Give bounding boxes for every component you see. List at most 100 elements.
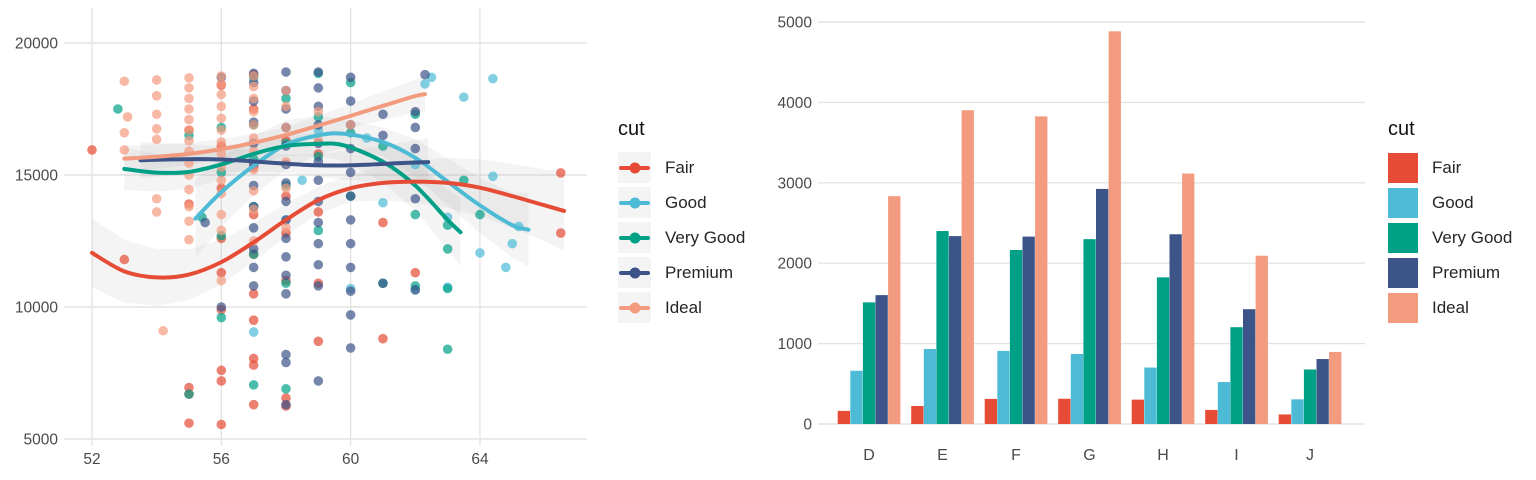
legend-key-swatch-icon	[1388, 257, 1418, 288]
data-point	[248, 106, 259, 117]
data-point	[184, 135, 194, 146]
bar-I-fair	[1205, 409, 1218, 424]
data-point	[248, 81, 259, 92]
data-point	[119, 127, 130, 138]
data-point	[248, 380, 259, 390]
data-point	[378, 217, 388, 228]
bar-F-ideal	[1035, 116, 1048, 425]
data-point	[345, 262, 356, 273]
legend-item-label: Very Good	[1432, 227, 1513, 247]
data-point	[184, 114, 194, 125]
data-point	[184, 93, 194, 104]
data-point	[216, 302, 227, 312]
data-point	[216, 137, 227, 147]
bar-H-good	[1144, 367, 1157, 424]
legend-key-swatch-icon	[1388, 187, 1418, 218]
data-point	[216, 275, 227, 286]
data-point	[151, 109, 162, 120]
bar-group-I	[1205, 255, 1268, 424]
data-point	[281, 349, 291, 360]
legend-item-ideal: Ideal	[618, 290, 745, 325]
data-point	[345, 120, 356, 130]
data-point	[216, 89, 227, 100]
bar-H-premium	[1169, 234, 1182, 424]
data-point	[442, 283, 453, 294]
bar-chart: 0 1000 2000 3000 4000 5000 D E F G H I J	[778, 15, 1365, 464]
data-point	[345, 286, 356, 296]
legend-item-fair: Fair	[1388, 150, 1512, 185]
data-point	[184, 201, 194, 212]
legend-key-line-icon	[618, 257, 651, 288]
data-point	[151, 91, 162, 101]
data-point	[151, 134, 162, 145]
data-point	[248, 120, 259, 130]
data-point	[216, 312, 227, 323]
data-point	[313, 83, 324, 93]
bar-group-F	[984, 116, 1048, 425]
data-point	[345, 191, 356, 201]
smooth-line-very-good	[122, 141, 463, 235]
data-point	[410, 122, 421, 133]
data-point	[378, 109, 388, 120]
legend-item-premium: Premium	[1388, 255, 1512, 290]
x-tick-label: 60	[342, 451, 360, 468]
data-point	[87, 145, 97, 155]
data-point	[313, 281, 324, 291]
legend-item-premium: Premium	[618, 255, 745, 290]
data-point	[151, 124, 162, 134]
bar-E-fair	[911, 405, 924, 424]
legend-item-label: Fair	[665, 157, 695, 177]
data-point	[281, 384, 291, 394]
bar-G-fair	[1058, 398, 1071, 424]
data-point	[119, 145, 130, 155]
bar-F-good	[997, 350, 1010, 424]
data-point	[248, 204, 259, 215]
data-point	[313, 207, 324, 217]
bar-G-good	[1070, 353, 1084, 424]
bar-E-good	[923, 348, 937, 424]
data-point	[119, 254, 130, 265]
data-point	[248, 353, 259, 364]
data-point	[184, 234, 194, 245]
data-point	[184, 184, 194, 195]
x-tick-label: 64	[471, 451, 489, 468]
data-point	[281, 67, 291, 77]
data-point	[442, 344, 453, 355]
data-point	[248, 399, 259, 410]
x-tick-label: J	[1306, 447, 1314, 464]
legend-item-label: Fair	[1432, 157, 1462, 177]
data-point	[281, 278, 291, 289]
bar-G-very-good	[1083, 239, 1096, 424]
data-point	[555, 228, 566, 238]
x-tick-label: G	[1083, 447, 1095, 464]
data-point	[248, 186, 259, 196]
legend-items: Fair Good Very Good Premium Ideal	[1388, 150, 1512, 325]
bar-F-premium	[1022, 236, 1035, 424]
data-point	[216, 101, 227, 112]
bar-E-very-good	[936, 231, 949, 424]
legend-title: cut	[618, 118, 645, 140]
legend-item-very-good: Very Good	[1388, 220, 1512, 255]
bar-group-D	[837, 196, 901, 424]
data-point	[216, 209, 227, 220]
data-point	[501, 262, 511, 273]
legend-item-very-good: Very Good	[618, 220, 745, 255]
data-point	[158, 325, 168, 336]
legend-item-good: Good	[1388, 185, 1512, 220]
data-point	[248, 93, 259, 104]
data-point	[345, 96, 356, 106]
legend-item-label: Premium	[1432, 262, 1501, 282]
bar-group-E	[911, 110, 974, 425]
data-point	[248, 71, 259, 81]
data-point	[216, 376, 227, 386]
bar-D-ideal	[888, 196, 901, 424]
bar-J-good	[1291, 399, 1304, 424]
data-point	[475, 209, 485, 220]
data-point	[281, 122, 291, 133]
smooth-line-fair	[90, 179, 567, 280]
data-point	[345, 72, 356, 83]
legend-key-swatch-icon	[1388, 292, 1418, 323]
y-tick-label: 3000	[778, 175, 813, 192]
y-tick-label: 20000	[15, 36, 58, 53]
bar-I-ideal	[1255, 255, 1268, 424]
